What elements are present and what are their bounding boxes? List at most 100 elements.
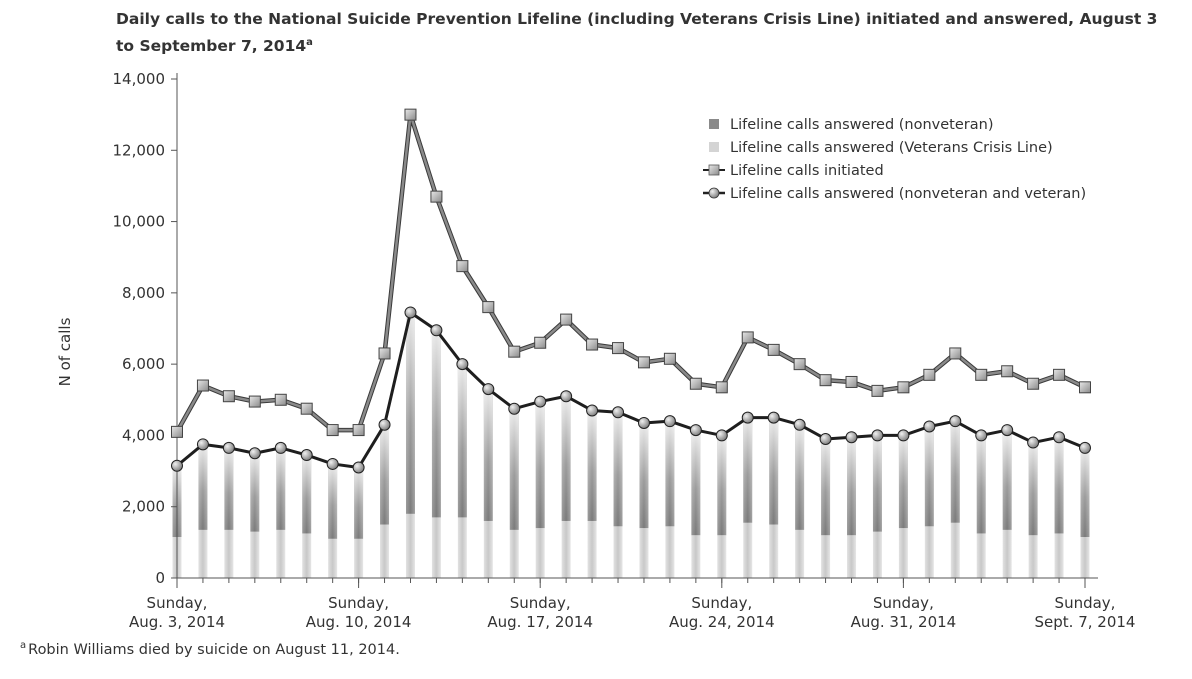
chart-title-text: Daily calls to the National Suicide Prev…	[116, 10, 1158, 56]
point-initiated-day-22	[741, 331, 754, 344]
point-answered-total-day-27	[871, 429, 884, 442]
point-answered-total-day-25	[819, 432, 832, 445]
y-tick-label-5: 10,000	[113, 213, 166, 231]
point-initiated-day-18	[637, 356, 650, 369]
legend-marker-answered-total	[708, 187, 720, 199]
bar-nonveteran-shade-day-30	[950, 419, 960, 523]
point-answered-total-day-12	[482, 383, 495, 396]
x-tick-label-1-line2: Aug. 10, 2014	[306, 613, 412, 631]
bar-nonveteran-shade-day-13	[509, 408, 519, 530]
point-initiated-day-27	[871, 384, 884, 397]
point-answered-total-day-19	[663, 415, 676, 428]
point-initiated-day-28	[897, 381, 910, 394]
point-answered-total-day-32	[1001, 424, 1014, 437]
point-initiated-day-12	[482, 301, 495, 314]
point-answered-total-day-29	[923, 420, 936, 433]
bar-nonveteran-shade-day-6	[328, 463, 338, 539]
point-initiated-day-16	[586, 338, 599, 351]
point-initiated-day-13	[508, 345, 521, 358]
y-tick-label-0: 0	[155, 569, 165, 587]
bar-veterans-day-14	[535, 528, 545, 578]
point-answered-total-day-7	[352, 461, 365, 474]
x-tick-label-0-line1: Sunday,	[147, 594, 208, 612]
point-initiated-day-2	[222, 390, 235, 403]
bar-nonveteran-shade-day-17	[613, 412, 623, 527]
point-initiated-day-17	[612, 342, 625, 355]
bar-nonveteran-shade-day-12	[483, 389, 493, 521]
point-answered-total-day-30	[949, 415, 962, 428]
bar-veterans-day-22	[743, 522, 753, 578]
bar-veterans-day-18	[639, 528, 649, 578]
chart-title: Daily calls to the National Suicide Prev…	[116, 8, 1176, 58]
point-answered-total-day-33	[1027, 436, 1040, 449]
point-answered-total-day-23	[767, 411, 780, 424]
bar-nonveteran-shade-day-27	[872, 435, 882, 532]
point-answered-total-day-14	[534, 395, 547, 408]
point-initiated-day-8	[378, 347, 391, 360]
point-answered-total-day-26	[845, 431, 858, 444]
bar-veterans-day-35	[1080, 537, 1090, 578]
bar-nonveteran-shade-day-19	[665, 421, 675, 527]
bar-veterans-day-31	[976, 533, 986, 578]
bar-veterans-day-26	[847, 535, 857, 578]
point-initiated-day-4	[274, 393, 287, 406]
point-answered-total-day-4	[274, 441, 287, 454]
legend: Lifeline calls answered (nonveteran) Lif…	[703, 117, 1086, 202]
point-answered-total-day-11	[456, 358, 469, 371]
x-tick-label-1-line1: Sunday,	[328, 594, 389, 612]
footnote: a Robin Williams died by suicide on Augus…	[20, 640, 400, 658]
x-tick-label-3-line2: Aug. 24, 2014	[669, 613, 775, 631]
legend-label-nonveteran: Lifeline calls answered (nonveteran)	[730, 117, 994, 133]
point-initiated-day-23	[767, 343, 780, 356]
bar-veterans-day-34	[1054, 533, 1064, 578]
bar-veterans-day-17	[613, 526, 623, 578]
bar-veterans-day-13	[509, 529, 519, 578]
x-tick-label-4-line1: Sunday,	[873, 594, 934, 612]
bar-nonveteran-shade-day-16	[587, 410, 597, 521]
point-answered-total-day-5	[300, 449, 313, 462]
point-answered-total-day-17	[612, 406, 625, 419]
point-initiated-day-0	[171, 425, 183, 438]
bar-veterans-day-30	[950, 522, 960, 578]
bar-nonveteran-shade-day-7	[354, 467, 364, 539]
lines-group	[171, 108, 1091, 474]
bar-veterans-day-11	[457, 517, 467, 578]
bar-veterans-day-5	[302, 533, 312, 578]
axes-group: 0 2,000 4,000 6,000 8,000 10,000 12,000 14,000 S…	[113, 70, 1136, 631]
line-answered-total	[176, 310, 1086, 470]
legend-label-veterans: Lifeline calls answered (Veterans Crisis…	[730, 140, 1053, 156]
bar-nonveteran-shade-day-4	[276, 447, 286, 530]
bar-nonveteran-shade-day-25	[821, 438, 831, 536]
point-answered-total-day-9	[404, 306, 417, 319]
bar-veterans-day-16	[587, 520, 597, 578]
bar-nonveteran-shade-day-22	[743, 415, 753, 523]
bar-veterans-day-1	[198, 529, 208, 578]
x-tick-label-5-line2: Sept. 7, 2014	[1035, 613, 1136, 631]
legend-swatch-nonveteran	[709, 119, 719, 129]
point-initiated-day-33	[1027, 377, 1040, 390]
y-tick-label-1: 2,000	[122, 498, 165, 516]
bar-veterans-day-15	[561, 520, 571, 578]
bars-group	[172, 310, 1090, 578]
point-answered-total-day-3	[248, 447, 261, 460]
bar-veterans-day-12	[483, 520, 493, 578]
bar-nonveteran-shade-day-3	[250, 453, 260, 532]
y-tick-label-7: 14,000	[113, 70, 166, 88]
bar-nonveteran-shade-day-33	[1028, 442, 1038, 536]
footnote-marker: a	[20, 640, 27, 651]
x-tick-label-0-line2: Aug. 3, 2014	[129, 613, 225, 631]
y-axis-label: N of calls	[56, 317, 74, 386]
bar-nonveteran-shade-day-23	[769, 417, 779, 525]
point-answered-total-day-22	[741, 411, 754, 424]
bar-nonveteran-shade-day-10	[431, 328, 441, 518]
bar-veterans-day-20	[691, 535, 701, 578]
y-tick-label-4: 8,000	[122, 284, 165, 302]
x-tick-label-5-line1: Sunday,	[1055, 594, 1116, 612]
point-answered-total-day-2	[222, 441, 235, 454]
bar-nonveteran-shade-day-5	[302, 455, 312, 534]
y-tick-label-3: 6,000	[122, 355, 165, 373]
point-initiated-day-21	[715, 381, 728, 394]
bar-veterans-day-33	[1028, 535, 1038, 578]
bar-veterans-day-6	[328, 538, 338, 578]
